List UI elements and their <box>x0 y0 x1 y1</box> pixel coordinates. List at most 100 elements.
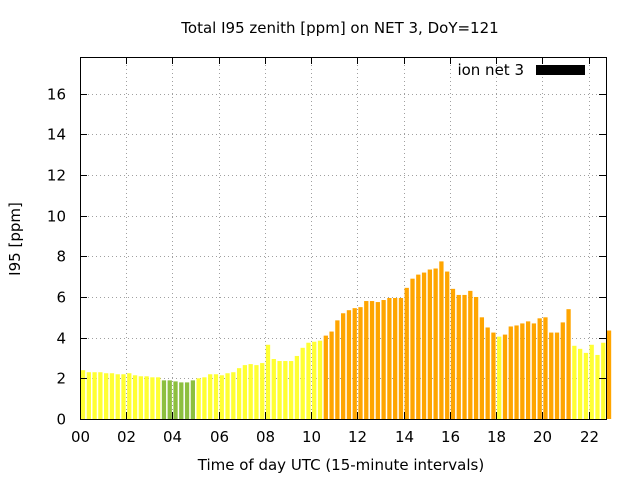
bar <box>80 370 86 419</box>
x-tick-label: 04 <box>163 428 182 446</box>
bar <box>144 376 149 419</box>
plot-frame <box>80 57 607 420</box>
bar <box>531 323 537 419</box>
bar <box>375 302 380 419</box>
bar <box>150 377 155 419</box>
bar <box>502 334 508 419</box>
x-tick-label: 02 <box>117 428 136 446</box>
bar <box>248 364 253 419</box>
legend-label: ion net 3 <box>457 61 524 79</box>
bar <box>121 374 126 419</box>
bar <box>260 363 265 419</box>
y-tick-label: 0 <box>56 411 66 429</box>
bar <box>578 348 583 419</box>
bar <box>606 330 612 419</box>
bar <box>398 297 404 419</box>
y-tick-label: 6 <box>56 289 66 307</box>
bar <box>225 373 230 419</box>
axis-ticks <box>80 57 606 420</box>
bar <box>300 347 305 419</box>
bar <box>98 372 103 419</box>
x-tick-label: 08 <box>256 428 275 446</box>
bar <box>277 361 282 419</box>
bar <box>589 344 594 419</box>
bar <box>583 352 589 419</box>
chart-title: Total I95 zenith [ppm] on NET 3, DoY=121 <box>180 19 498 37</box>
bar <box>393 297 398 419</box>
bar <box>572 345 577 419</box>
bar <box>595 354 600 419</box>
y-tick-label: 10 <box>47 208 66 226</box>
y-axis-title: I95 [ppm] <box>6 202 24 276</box>
y-tick-label: 8 <box>56 248 66 266</box>
x-tick-labels: 00 02 04 06 08 10 12 14 16 18 20 22 <box>71 428 599 446</box>
bar <box>173 381 178 419</box>
bar <box>358 307 363 419</box>
bar <box>364 301 369 419</box>
grid-lines <box>80 57 606 419</box>
bar <box>468 290 473 419</box>
bar <box>520 323 525 419</box>
bar <box>156 377 161 419</box>
bar <box>514 325 519 419</box>
bar <box>317 340 323 419</box>
bar <box>208 374 213 419</box>
y-tick-label: 4 <box>56 330 66 348</box>
bar <box>127 373 132 419</box>
bar <box>254 365 259 419</box>
bar <box>485 327 490 419</box>
bar <box>381 300 386 419</box>
bar <box>456 294 461 419</box>
bar <box>404 287 409 419</box>
x-tick-label: 06 <box>210 428 229 446</box>
bar <box>369 301 375 419</box>
bar <box>294 355 300 419</box>
bar <box>560 322 565 419</box>
bar <box>271 359 276 419</box>
bar <box>231 372 236 419</box>
bar <box>439 261 444 419</box>
bar <box>196 378 201 419</box>
bar <box>115 374 120 419</box>
y-tick-label: 2 <box>56 370 66 388</box>
bar <box>306 342 311 419</box>
bar <box>421 272 427 419</box>
x-tick-label: 20 <box>533 428 552 446</box>
bar <box>213 374 219 419</box>
bar <box>312 341 317 419</box>
bar <box>491 332 496 419</box>
bar <box>554 332 560 419</box>
x-tick-label: 10 <box>302 428 321 446</box>
bar <box>109 373 115 419</box>
x-axis-title: Time of day UTC (15-minute intervals) <box>197 456 484 474</box>
bar <box>190 380 195 419</box>
bar <box>184 382 190 419</box>
bar <box>387 297 392 419</box>
bar <box>329 331 334 419</box>
bar-series <box>80 261 612 419</box>
y-tick-label: 14 <box>47 126 66 144</box>
bar <box>104 373 109 419</box>
bar <box>86 372 91 419</box>
bar <box>508 326 513 419</box>
bar <box>462 294 467 419</box>
bar <box>410 278 415 419</box>
x-tick-label: 22 <box>580 428 599 446</box>
x-tick-label: 00 <box>71 428 90 446</box>
x-tick-label: 14 <box>395 428 414 446</box>
bar <box>445 271 450 419</box>
x-tick-label: 18 <box>487 428 506 446</box>
bar <box>601 342 606 419</box>
bar <box>525 321 531 419</box>
bar <box>346 310 352 419</box>
bar <box>161 380 167 419</box>
bar <box>473 296 479 419</box>
y-tick-label: 12 <box>47 167 66 185</box>
x-tick-label: 16 <box>441 428 460 446</box>
bar <box>497 336 502 419</box>
bar <box>566 309 571 419</box>
bar <box>242 365 248 419</box>
bar <box>236 368 242 419</box>
y-tick-label: 16 <box>47 86 66 104</box>
